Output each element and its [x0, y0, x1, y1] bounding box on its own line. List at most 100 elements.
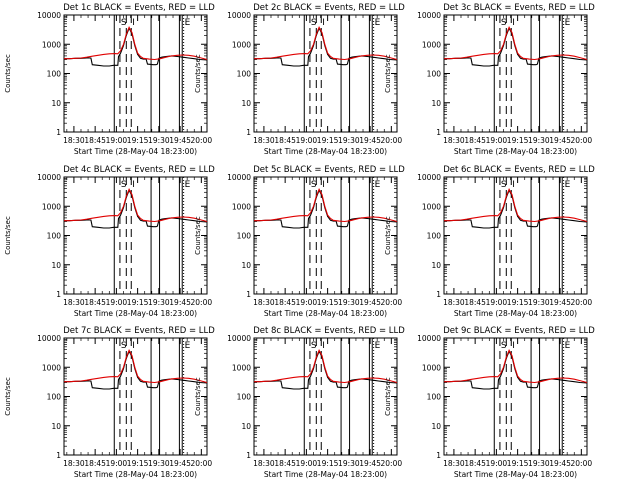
x-tick-label: 19:00: [106, 136, 128, 145]
region-label: E: [185, 341, 191, 351]
y-tick-label: 1000: [42, 363, 61, 372]
x-tick-label: 18:45: [274, 298, 296, 307]
y-tick-label: 10000: [417, 11, 441, 20]
x-tick-label: 19:45: [359, 298, 381, 307]
x-tick-label: 18:30: [443, 298, 465, 307]
panel-title: Det 1c BLACK = Events, RED = LLD: [63, 3, 215, 13]
panel-det-8: Det 8c BLACK = Events, RED = LLD Counts/s…: [194, 326, 405, 479]
plot-frame: [443, 337, 588, 456]
x-tick-label: 19:45: [169, 298, 191, 307]
region-label: I: [322, 180, 325, 190]
y-axis-label: Counts/sec: [194, 216, 202, 255]
y-tick-label: 10000: [37, 334, 61, 343]
panel-det-7: Det 7c BLACK = Events, RED = LLD Counts/s…: [4, 326, 215, 479]
x-tick-label: 19:00: [106, 459, 128, 468]
y-tick-label: 1000: [42, 40, 61, 49]
series-line-lld: [444, 26, 588, 61]
x-tick-label: 20:00: [571, 298, 593, 307]
x-tick-label: 18:45: [274, 459, 296, 468]
x-tick-label: 19:30: [148, 298, 170, 307]
region-label: S: [501, 18, 507, 28]
series-line-lld: [64, 349, 208, 384]
series-line-lld: [254, 188, 398, 223]
panel-title: Det 4c BLACK = Events, RED = LLD: [63, 165, 215, 175]
y-tick-label: 100: [47, 70, 62, 79]
y-tick-label: 10000: [227, 173, 251, 182]
y-tick-label: 100: [427, 393, 442, 402]
region-label: I: [512, 18, 515, 28]
y-tick-label: 10: [51, 261, 61, 270]
series-line-lld: [64, 188, 208, 223]
y-axis-label: Counts/sec: [384, 54, 392, 93]
panel-title: Det 7c BLACK = Events, RED = LLD: [63, 326, 215, 336]
y-axis-label: Counts/sec: [194, 54, 202, 93]
region-label: S: [311, 180, 317, 190]
y-tick-label: 100: [427, 70, 442, 79]
x-tick-label: 19:15: [507, 459, 529, 468]
y-tick-label: 1: [246, 451, 251, 460]
x-tick-label: 19:45: [549, 298, 571, 307]
x-tick-label: 20:00: [191, 298, 213, 307]
y-tick-label: 10: [241, 422, 251, 431]
region-label: E: [375, 341, 381, 351]
region-label: I: [132, 341, 135, 351]
y-tick-label: 1: [246, 290, 251, 299]
y-tick-label: 1000: [232, 202, 251, 211]
x-axis-label: Start Time (28-May-04 18:23:00): [454, 309, 577, 318]
y-tick-label: 1: [436, 451, 441, 460]
y-tick-label: 10: [51, 422, 61, 431]
x-tick-label: 19:15: [127, 136, 149, 145]
y-tick-label: 1: [436, 128, 441, 137]
plot-frame: [443, 176, 588, 295]
panel-det-2: Det 2c BLACK = Events, RED = LLD Counts/s…: [194, 3, 405, 156]
x-tick-label: 19:30: [338, 136, 360, 145]
x-tick-label: 19:15: [317, 459, 339, 468]
x-tick-label: 19:00: [486, 136, 508, 145]
y-tick-label: 100: [427, 232, 442, 241]
x-tick-label: 20:00: [191, 459, 213, 468]
y-tick-label: 1000: [422, 40, 441, 49]
x-tick-label: 19:00: [106, 298, 128, 307]
x-tick-label: 19:30: [148, 459, 170, 468]
panel-title: Det 8c BLACK = Events, RED = LLD: [253, 326, 405, 336]
y-axis-label: Counts/sec: [384, 377, 392, 416]
x-tick-label: 19:45: [549, 459, 571, 468]
y-tick-label: 1: [56, 451, 61, 460]
y-tick-label: 10000: [417, 334, 441, 343]
x-tick-label: 18:45: [274, 136, 296, 145]
region-label: S: [311, 18, 317, 28]
y-tick-label: 1000: [232, 363, 251, 372]
x-tick-label: 19:15: [127, 298, 149, 307]
x-tick-label: 19:15: [317, 136, 339, 145]
x-tick-label: 19:00: [296, 136, 318, 145]
x-tick-label: 18:45: [464, 136, 486, 145]
y-axis-label: Counts/sec: [4, 54, 12, 93]
y-tick-label: 100: [47, 393, 62, 402]
x-tick-label: 19:15: [507, 136, 529, 145]
region-label: S: [121, 18, 127, 28]
y-tick-label: 10000: [37, 173, 61, 182]
x-tick-label: 19:00: [296, 298, 318, 307]
x-tick-label: 18:30: [253, 459, 275, 468]
plot-frame: [253, 176, 398, 295]
x-tick-label: 19:30: [528, 459, 550, 468]
y-tick-label: 100: [237, 393, 252, 402]
panel-det-3: Det 3c BLACK = Events, RED = LLD Counts/s…: [384, 3, 595, 156]
region-label: S: [501, 180, 507, 190]
plot-frame: [253, 14, 398, 133]
x-tick-label: 19:15: [317, 298, 339, 307]
region-label: I: [322, 341, 325, 351]
region-label: I: [322, 18, 325, 28]
x-tick-label: 20:00: [191, 136, 213, 145]
x-tick-label: 19:00: [486, 459, 508, 468]
y-tick-label: 100: [47, 232, 62, 241]
x-tick-label: 18:30: [63, 136, 85, 145]
panel-det-9: Det 9c BLACK = Events, RED = LLD Counts/s…: [384, 326, 595, 479]
region-label: I: [132, 180, 135, 190]
x-tick-label: 20:00: [381, 459, 403, 468]
x-tick-label: 20:00: [381, 298, 403, 307]
panel-det-5: Det 5c BLACK = Events, RED = LLD Counts/s…: [194, 165, 405, 318]
series-line-lld: [444, 349, 588, 384]
x-axis-label: Start Time (28-May-04 18:23:00): [264, 147, 387, 156]
